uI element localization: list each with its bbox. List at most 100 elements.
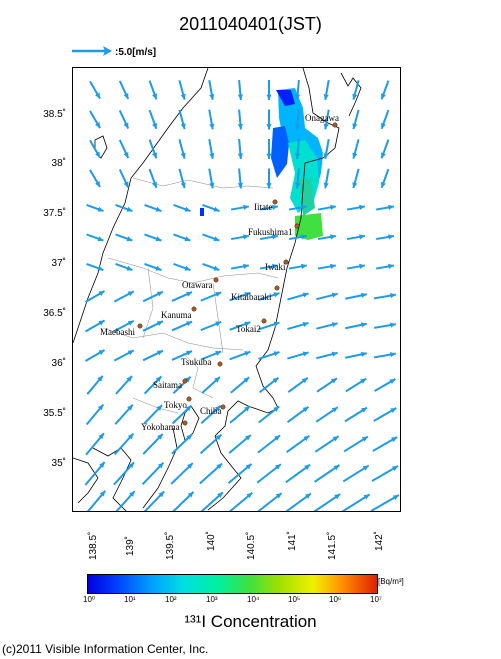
wind-arrow-head: [390, 322, 396, 328]
wind-arrow-head: [214, 376, 220, 383]
concentration-plume: [200, 88, 323, 240]
wind-arrow-head: [129, 491, 135, 497]
city-label-tokyo: Tokyo: [164, 400, 187, 410]
city-label-chiba: Chiba: [200, 406, 222, 416]
city-dot-otawara: [213, 277, 219, 283]
wind-arrow-head: [184, 236, 191, 242]
city-dot-yokohama: [182, 420, 188, 426]
wind-arrow-head: [98, 291, 105, 296]
concentration-colorbar: [87, 574, 378, 594]
wind-arrow-head: [352, 93, 358, 100]
lon-label: 139.5˚: [165, 531, 176, 560]
wind-arrow-head: [301, 204, 307, 210]
wind-scale-label: :5.0[m/s]: [115, 47, 157, 58]
wind-arrow-head: [272, 234, 278, 240]
wind-arrow-head: [97, 404, 104, 411]
wind-arrow-head: [388, 204, 394, 210]
wind-arrow-head: [273, 292, 280, 298]
wind-arrow-head: [155, 265, 162, 271]
wind-arrow-head: [323, 182, 329, 189]
wind-arrow-head: [209, 123, 215, 130]
wind-arrow-head: [332, 436, 339, 442]
wind-arrow-head: [215, 434, 222, 441]
wind-arrow-head: [359, 234, 365, 240]
wind-arrow-head: [213, 236, 220, 242]
wind-arrow-head: [274, 435, 281, 441]
wind-arrow-head: [392, 495, 399, 500]
wind-arrow-head: [127, 320, 134, 326]
wind-arrow-head: [266, 124, 272, 130]
wind-arrow-head: [126, 236, 133, 242]
wind-arrow-head: [157, 433, 163, 440]
wind-arrow-head: [392, 466, 398, 471]
wind-arrow-head: [244, 321, 251, 327]
wind-arrow-head: [99, 490, 106, 497]
wind-arrow-head: [243, 234, 249, 240]
wind-arrow-head: [97, 375, 103, 382]
city-dot-fukushima1: [294, 223, 300, 229]
wind-arrow-head: [333, 465, 340, 471]
wind-arrow-head: [380, 93, 386, 100]
wind-arrow-head: [216, 463, 223, 470]
city-label-kitaibaraki: Kitaibaraki: [231, 292, 272, 302]
city-dot-tsukuba: [217, 361, 223, 367]
wind-arrow-head: [331, 322, 338, 328]
wind-arrow-head: [294, 94, 301, 100]
wind-arrow-head: [389, 379, 396, 384]
city-label-saitama: Saitama: [153, 380, 182, 390]
wind-arrow-head: [97, 206, 104, 212]
wind-arrow-head: [323, 123, 329, 130]
wind-arrow-head: [331, 292, 338, 298]
wind-arrow-head: [97, 265, 104, 271]
wind-arrow-head: [244, 406, 250, 412]
city-label-tokai2: Tokai2: [236, 324, 261, 334]
colorbar-tick: 10⁶: [329, 595, 342, 604]
wind-arrow-head: [152, 93, 158, 100]
lon-label: 141˚: [287, 530, 298, 551]
city-label-kanuma: Kanuma: [161, 310, 192, 320]
wind-arrow-head: [95, 151, 100, 158]
wind-arrow-head: [266, 94, 272, 100]
lon-label: 142˚: [374, 530, 385, 551]
wind-arrow-head: [360, 351, 367, 357]
wind-arrow-head: [152, 152, 158, 159]
wind-arrow-head: [244, 435, 251, 441]
lon-label: 140.5˚: [246, 531, 257, 560]
wind-arrow-head: [127, 291, 134, 297]
colorbar-tick: 10⁰: [83, 595, 96, 604]
wind-arrow-head: [243, 263, 249, 269]
wind-arrow-head: [380, 122, 386, 129]
lat-label: 38.5˚: [43, 109, 66, 120]
wind-arrow-head: [95, 181, 100, 188]
colorbar-tick: 10¹: [124, 595, 136, 604]
wind-arrow-head: [186, 291, 193, 297]
lat-label: 35.5˚: [43, 408, 66, 419]
wind-arrow-head: [158, 491, 165, 498]
city-dot-kanuma: [191, 306, 197, 312]
city-dot-saitama: [182, 378, 188, 384]
wind-arrow-head: [334, 494, 341, 500]
wind-arrow-head: [330, 234, 336, 240]
wind-arrow-head: [361, 436, 368, 442]
city-dot-iwaki: [283, 259, 289, 265]
wind-arrow-head: [272, 377, 279, 383]
lon-label: 141.5˚: [327, 531, 338, 560]
wind-arrow-head: [180, 93, 186, 100]
city-dot-iitate: [272, 199, 278, 205]
wind-arrow-head: [156, 405, 163, 411]
wind-arrow-head: [98, 320, 105, 326]
wind-arrow-head: [361, 407, 368, 413]
wind-arrow-head: [155, 236, 162, 242]
wind-arrow-head: [123, 181, 129, 188]
wind-arrow-head: [156, 350, 163, 356]
wind-arrow-head: [186, 434, 193, 440]
wind-arrow-head: [302, 292, 309, 298]
wind-arrow-head: [98, 350, 105, 355]
wind-arrow-head: [323, 94, 329, 100]
wind-arrow-head: [380, 181, 386, 188]
wind-arrow-head: [126, 206, 133, 212]
wind-arrow-head: [363, 494, 370, 500]
lat-label: 36˚: [51, 358, 66, 369]
wind-arrow-head: [352, 182, 358, 189]
wind-arrow-head: [127, 433, 134, 440]
